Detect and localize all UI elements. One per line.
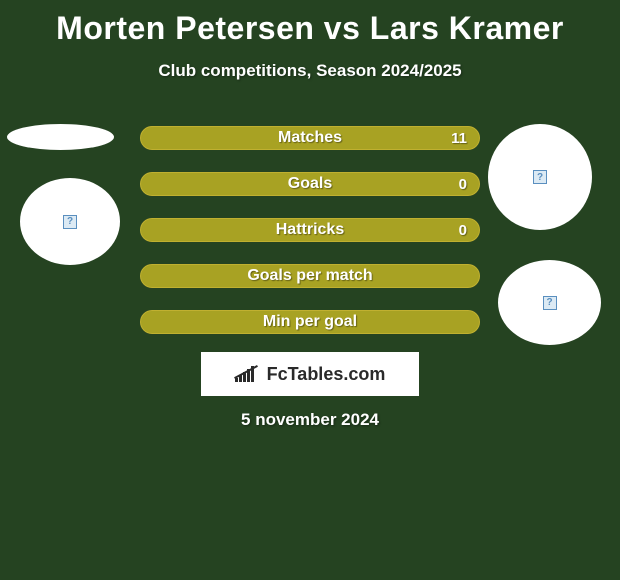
avatar-placeholder-icon: ? [63, 215, 77, 229]
page-title: Morten Petersen vs Lars Kramer [0, 0, 620, 47]
stat-value-right: 0 [459, 176, 467, 193]
stat-row-hattricks: Hattricks 0 [140, 218, 480, 242]
avatar-placeholder-icon: ? [543, 296, 557, 310]
player-left-avatar: ? [20, 178, 120, 265]
stat-label: Min per goal [263, 313, 357, 331]
stat-row-goals-per-match: Goals per match [140, 264, 480, 288]
avatar-placeholder-icon: ? [533, 170, 547, 184]
watermark: FcTables.com [201, 352, 419, 396]
stat-label: Goals [288, 175, 332, 193]
player-left-ellipse [7, 124, 114, 150]
stat-row-goals: Goals 0 [140, 172, 480, 196]
stat-value-right: 0 [459, 222, 467, 239]
stat-label: Hattricks [276, 221, 344, 239]
chart-icon [235, 366, 261, 382]
subtitle: Club competitions, Season 2024/2025 [0, 61, 620, 81]
stat-label: Matches [278, 129, 342, 147]
stat-row-matches: Matches 11 [140, 126, 480, 150]
stats-container: Matches 11 Goals 0 Hattricks 0 Goals per… [140, 126, 480, 356]
player-right-bottom-avatar: ? [498, 260, 601, 345]
stat-label: Goals per match [247, 267, 372, 285]
watermark-text: FcTables.com [267, 364, 386, 385]
player-right-top-avatar: ? [488, 124, 592, 230]
stat-row-min-per-goal: Min per goal [140, 310, 480, 334]
stat-value-right: 11 [451, 130, 467, 147]
date-text: 5 november 2024 [0, 410, 620, 430]
